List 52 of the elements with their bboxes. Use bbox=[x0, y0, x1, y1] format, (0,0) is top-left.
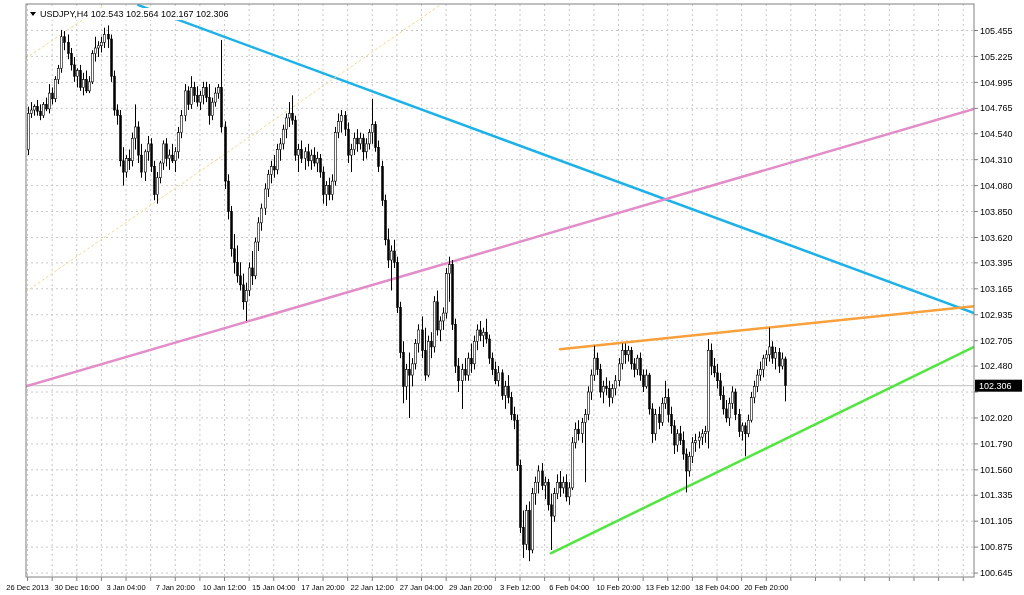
y-tick-label: 100.875 bbox=[980, 542, 1013, 553]
y-tick-label: 102.020 bbox=[980, 413, 1013, 424]
candlestick bbox=[310, 149, 313, 171]
y-tick-label: 102.935 bbox=[980, 309, 1013, 320]
candlestick bbox=[768, 327, 771, 363]
candlestick bbox=[762, 354, 765, 378]
y-tick-label: 101.560 bbox=[980, 464, 1013, 475]
y-tick-label: 103.850 bbox=[980, 206, 1013, 217]
y-tick-label: 103.395 bbox=[980, 258, 1013, 269]
candlestick bbox=[636, 354, 639, 376]
candlestick bbox=[577, 419, 580, 442]
candlestick bbox=[103, 27, 106, 49]
y-tick-label: 105.455 bbox=[980, 25, 1013, 36]
candlestick bbox=[196, 85, 199, 108]
candlestick bbox=[307, 143, 310, 167]
y-tick-label: 102.705 bbox=[980, 335, 1013, 346]
y-tick-label: 104.310 bbox=[980, 154, 1013, 165]
y-tick-label: 104.540 bbox=[980, 128, 1013, 139]
candlestick bbox=[340, 109, 343, 134]
candlestick bbox=[208, 83, 211, 126]
candlestick bbox=[82, 72, 85, 96]
y-tick-label: 105.225 bbox=[980, 51, 1013, 62]
candlestick bbox=[190, 75, 193, 110]
candlestick bbox=[328, 177, 331, 201]
y-tick-label: 104.765 bbox=[980, 103, 1013, 114]
y-tick-label: 104.995 bbox=[980, 77, 1013, 88]
y-tick-label: 103.165 bbox=[980, 283, 1013, 294]
candlestick bbox=[79, 64, 82, 92]
candlestick bbox=[676, 428, 679, 453]
candlestick bbox=[316, 151, 319, 173]
ref-line-label: 102.306 bbox=[979, 380, 1012, 391]
y-tick-label: 104.080 bbox=[980, 180, 1013, 191]
text: USDJPY,H4 102.543 102.564 102.167 102.306 bbox=[40, 9, 229, 19]
candlestick bbox=[193, 81, 196, 103]
candlestick bbox=[304, 146, 307, 171]
y-tick-label: 103.620 bbox=[980, 232, 1013, 243]
y-tick-label: 102.480 bbox=[980, 361, 1013, 372]
candlestick bbox=[76, 67, 79, 88]
y-tick-label: 100.645 bbox=[980, 568, 1013, 579]
y-tick-label: 101.790 bbox=[980, 439, 1013, 450]
candlestick bbox=[744, 421, 747, 457]
candlestick bbox=[608, 380, 611, 408]
y-tick-label: 101.105 bbox=[980, 516, 1013, 527]
candlestick bbox=[464, 357, 467, 382]
candlestick bbox=[774, 346, 777, 370]
candlestick bbox=[654, 408, 657, 442]
candlestick bbox=[408, 352, 411, 419]
candlestick bbox=[470, 343, 473, 374]
candlestick bbox=[165, 137, 168, 167]
candlestick bbox=[658, 406, 661, 430]
candlestick bbox=[482, 327, 485, 348]
y-tick-label: 101.335 bbox=[980, 490, 1013, 501]
